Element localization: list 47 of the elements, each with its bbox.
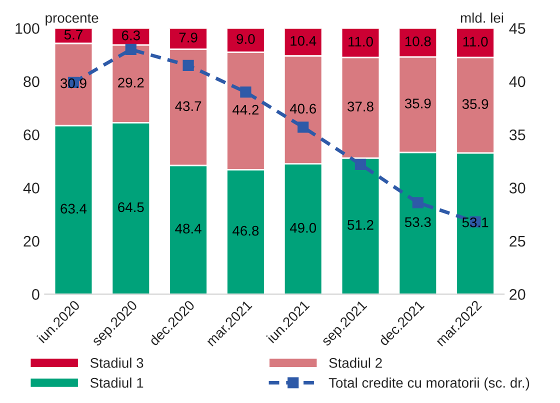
data-label: 6.3	[122, 30, 140, 40]
y2-axis-title: mld. lei	[460, 12, 504, 23]
data-label: 44.2	[232, 104, 259, 115]
data-label: 5.7	[64, 30, 82, 40]
legend-label: Stadiul 3	[90, 358, 144, 368]
data-label: 10.8	[405, 36, 431, 46]
legend-label: Total credite cu moratorii (sc. dr.)	[328, 378, 530, 390]
data-label: 37.8	[348, 102, 374, 112]
data-label: 43.7	[175, 101, 202, 112]
point	[412, 197, 424, 208]
point	[125, 44, 136, 56]
legend-label: Stadiul 2	[329, 358, 382, 368]
y2-tick-label: 35	[509, 129, 526, 140]
y2-tick-label: 45	[509, 23, 526, 34]
data-label: 49.0	[290, 222, 316, 233]
y-tick-label: 100	[16, 23, 40, 34]
y-tick-label: 20	[24, 236, 40, 247]
data-label: 9.0	[236, 34, 255, 44]
data-label: 53.3	[404, 217, 431, 228]
y2-tick-label: 30	[509, 182, 526, 194]
y-tick-label: 0	[32, 289, 40, 300]
data-label: 51.2	[348, 220, 374, 230]
data-label: 7.9	[179, 32, 198, 42]
y-tick-label: 60	[24, 129, 40, 140]
y-tick-label: 40	[23, 182, 40, 194]
data-label: 48.4	[175, 224, 202, 234]
data-label: 11.0	[463, 36, 488, 47]
data-label: 10.4	[290, 36, 316, 46]
data-label: 29.2	[118, 78, 144, 88]
data-label: 40.6	[290, 104, 316, 114]
data-label: 53.1	[462, 217, 488, 228]
data-label: 35.9	[462, 99, 488, 109]
y-axis-title: procente	[46, 14, 98, 26]
y-tick-label: 80	[24, 76, 40, 88]
data-label: 35.9	[404, 98, 431, 108]
y2-tick-label: 20	[510, 289, 526, 300]
data-label: 46.8	[232, 226, 259, 236]
legend-label: Stadiul 1	[90, 378, 144, 388]
point	[240, 86, 252, 98]
point	[298, 122, 309, 133]
point	[182, 60, 194, 72]
data-label: 63.4	[60, 204, 87, 214]
data-label: 11.0	[348, 36, 373, 47]
y2-tick-label: 25	[510, 236, 526, 247]
y2-tick-label: 40	[509, 76, 526, 88]
point	[354, 158, 366, 170]
data-label: 64.5	[118, 202, 144, 212]
